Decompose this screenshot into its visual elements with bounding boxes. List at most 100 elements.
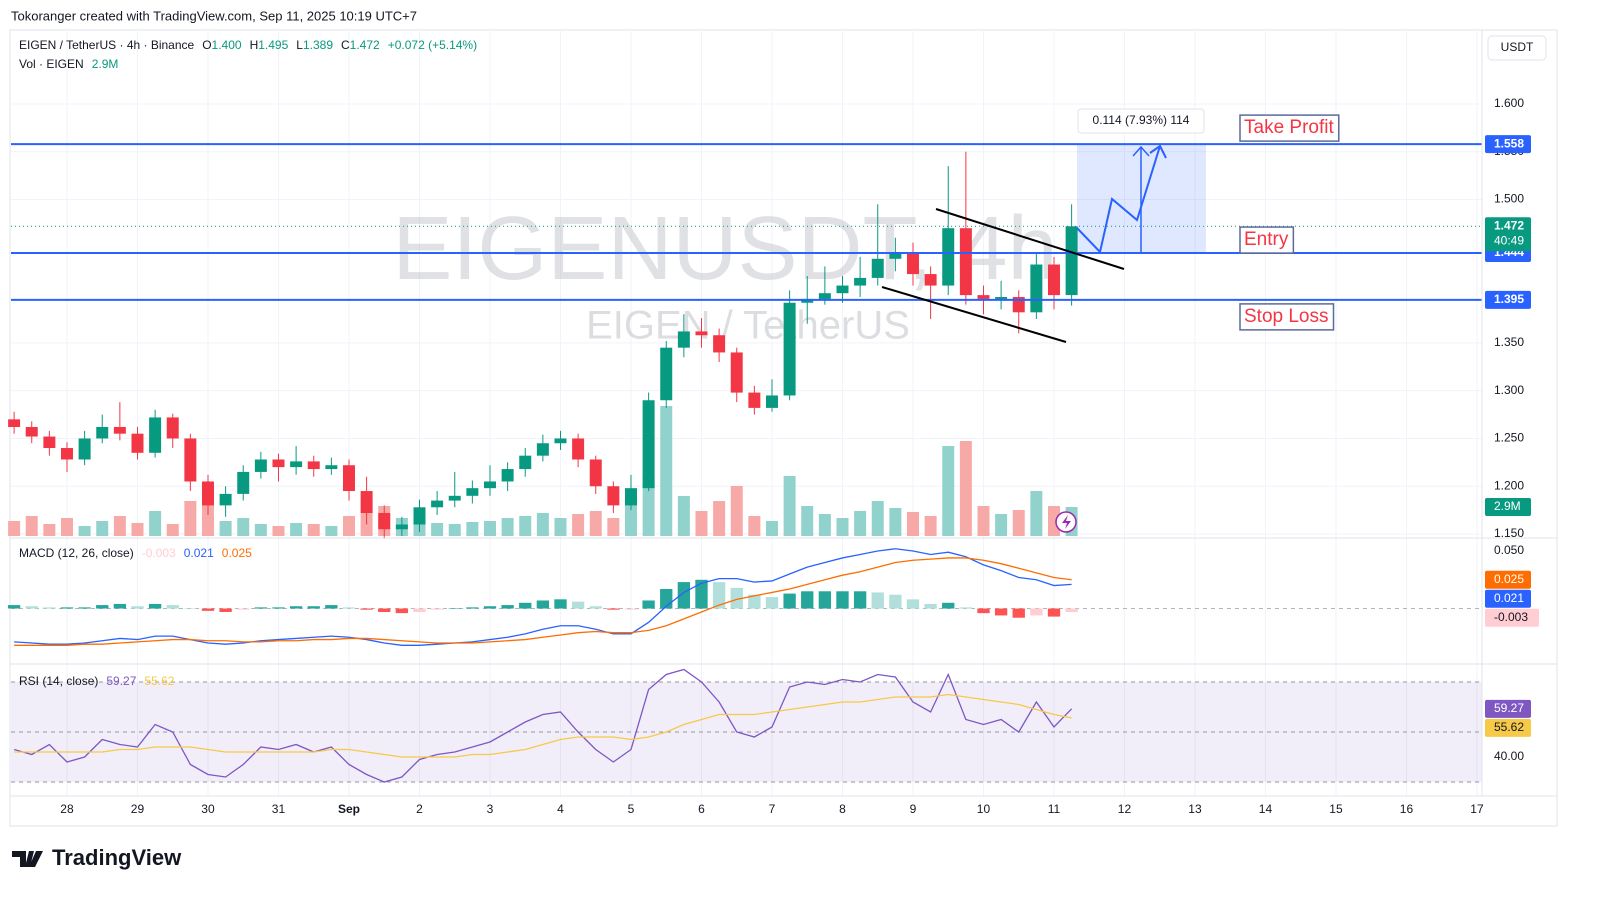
histogram-bar — [219, 608, 232, 612]
histogram-bar — [1065, 608, 1078, 612]
candle-body — [765, 395, 778, 408]
x-tick-label: 31 — [272, 802, 286, 816]
candle-body — [536, 443, 549, 456]
watermark-symbol: EIGENUSDT, 4h — [392, 199, 1057, 299]
projection-arrow — [1149, 144, 1167, 159]
histogram-bar — [448, 608, 461, 610]
histogram-bar — [78, 607, 91, 609]
x-tick-label: 28 — [60, 802, 74, 816]
volume-bar — [995, 514, 1008, 536]
volume-bar — [818, 514, 831, 536]
volume-legend: Vol · EIGEN 2.9M — [19, 57, 118, 71]
histogram-bar — [1047, 608, 1061, 617]
candle-body — [166, 417, 179, 439]
histogram-bar — [1030, 608, 1043, 616]
logo-text: TradingView — [52, 845, 182, 870]
channel — [881, 208, 1125, 343]
candle-body — [43, 436, 56, 449]
histogram-bar — [25, 606, 38, 609]
indicator-tag-label: 59.27 — [1494, 701, 1524, 715]
volume-bar — [254, 524, 267, 536]
candle-body — [1012, 297, 1025, 313]
y-tick-label: 1.500 — [1494, 192, 1524, 206]
y-tick-label: 1.200 — [1494, 478, 1524, 492]
candle-body — [854, 277, 867, 286]
candle-body — [607, 486, 620, 506]
candle-body — [889, 253, 902, 259]
x-tick-label: 3 — [487, 802, 494, 816]
indicator-tag — [1485, 608, 1539, 627]
volume-bar — [536, 513, 549, 536]
volume-bar — [96, 521, 109, 536]
histogram-bar — [113, 603, 127, 609]
volume-bar — [572, 514, 585, 536]
x-tick-label: 12 — [1118, 802, 1132, 816]
candle-body — [1047, 264, 1060, 296]
volume-bar — [854, 511, 867, 536]
volume-bar — [131, 523, 144, 536]
volume-title: Vol · EIGEN — [19, 57, 84, 71]
volume-bar — [184, 501, 197, 536]
x-tick-label: 16 — [1400, 802, 1414, 816]
candle-body — [995, 297, 1008, 299]
candle-body — [25, 426, 38, 437]
histogram-bar — [695, 579, 708, 609]
indicator-tag-label: 55.62 — [1494, 720, 1524, 734]
level-label: Take Profit — [1244, 117, 1334, 138]
histogram-bar — [342, 607, 356, 609]
volume-bar — [1047, 506, 1060, 536]
candle-body — [501, 469, 514, 482]
candle-body — [149, 417, 162, 453]
watermark-name: EIGEN / TetherUS — [586, 304, 910, 348]
candle-body — [431, 500, 444, 508]
candle-body — [8, 419, 21, 427]
projection-path — [1076, 145, 1161, 255]
currency-button[interactable] — [1487, 35, 1547, 61]
candle-body — [906, 253, 919, 275]
volume-bar — [8, 521, 21, 536]
volume-bar — [325, 526, 338, 536]
volume-bar — [906, 512, 919, 536]
volume-bar — [519, 516, 532, 536]
histogram-bar — [483, 606, 497, 609]
volume-bar — [149, 511, 162, 536]
histogram-bar — [871, 592, 884, 609]
currency-label[interactable]: USDT — [1501, 40, 1534, 54]
volume-bar — [660, 406, 673, 536]
volume-bar — [836, 518, 849, 536]
histogram-bar — [43, 607, 56, 609]
measure-label-box — [1077, 108, 1205, 134]
ohlc-label: H — [250, 38, 259, 52]
volume-bar — [889, 508, 902, 536]
candle-body — [713, 335, 726, 353]
change: +0.072 (+5.14%) — [388, 38, 477, 52]
histogram-bar — [554, 599, 567, 609]
candle-body — [483, 481, 496, 489]
volume-bar — [959, 441, 972, 536]
histogram-bar — [589, 606, 602, 609]
histogram-bar — [148, 603, 162, 609]
volume-bar — [783, 476, 796, 536]
candle-body — [660, 347, 673, 401]
x-tick-label: 6 — [698, 802, 705, 816]
candle-body — [360, 491, 373, 514]
channel-top — [935, 208, 1125, 270]
x-tick-label: 10 — [977, 802, 991, 816]
x-tick-label: 30 — [201, 802, 215, 816]
x-tick-label: 7 — [769, 802, 776, 816]
volume-bar — [942, 446, 955, 536]
histogram-bar — [60, 607, 74, 609]
histogram-bar — [924, 603, 937, 609]
histogram-bar — [730, 587, 743, 609]
candle-body — [448, 495, 461, 501]
volume-bar — [554, 518, 567, 536]
histogram-bar — [977, 608, 990, 614]
volume-bar — [431, 523, 444, 536]
candle-body — [924, 274, 937, 286]
logo-icon — [12, 851, 43, 867]
x-tick-label: 14 — [1259, 802, 1273, 816]
candle-body — [201, 481, 214, 506]
indicator-tag — [1485, 699, 1531, 718]
candle-body — [818, 293, 831, 299]
